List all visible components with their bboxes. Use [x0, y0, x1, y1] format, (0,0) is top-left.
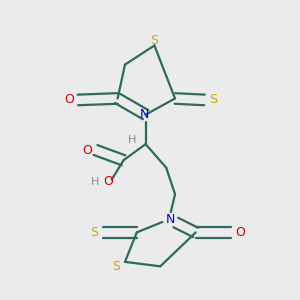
- Text: N: N: [140, 108, 149, 121]
- Text: S: S: [90, 226, 98, 239]
- Text: O: O: [103, 175, 113, 188]
- Text: H: H: [128, 135, 136, 145]
- Text: H: H: [91, 177, 99, 188]
- Text: S: S: [209, 93, 217, 106]
- Text: S: S: [112, 260, 120, 273]
- Text: N: N: [166, 213, 175, 226]
- Text: O: O: [64, 93, 74, 106]
- Text: O: O: [235, 226, 245, 239]
- Text: S: S: [150, 34, 158, 47]
- Text: O: O: [82, 143, 92, 157]
